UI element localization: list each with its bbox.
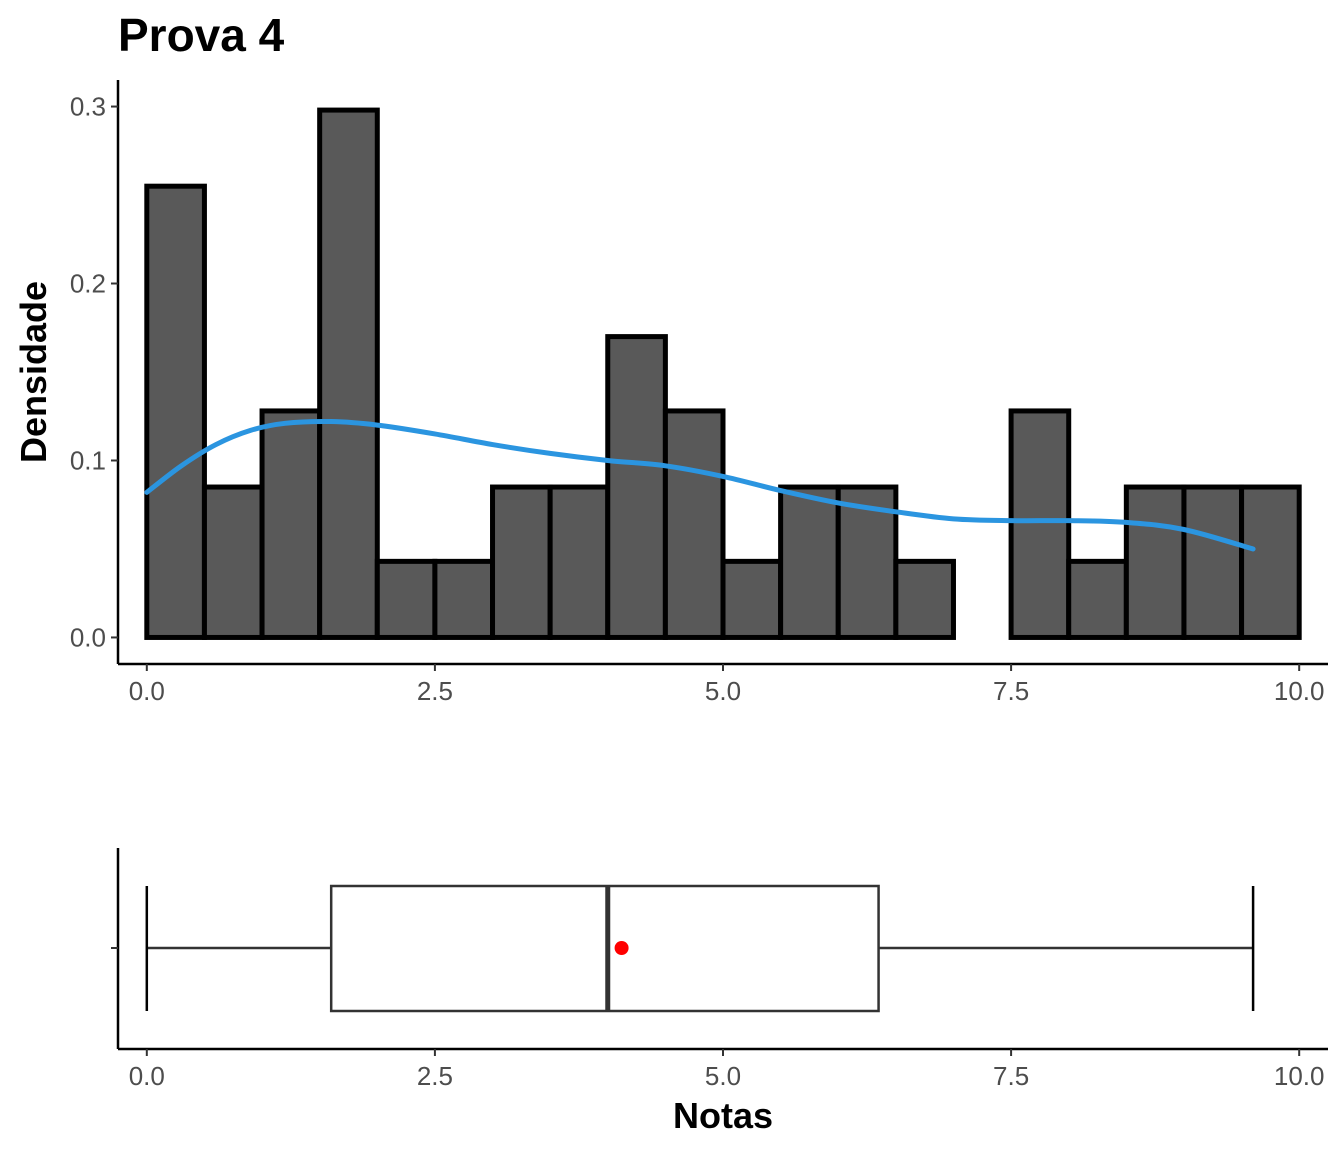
box-x-tick-label: 0.0: [129, 1061, 165, 1091]
histogram-bar: [778, 484, 841, 640]
histogram-bar: [201, 484, 265, 640]
x-tick-label: 2.5: [417, 676, 453, 706]
iqr-box: [329, 884, 880, 1013]
histogram-bar: [490, 484, 553, 640]
histogram-bar: [1181, 484, 1245, 640]
box-x-tick-label: 7.5: [993, 1061, 1029, 1091]
histogram-bar: [893, 558, 956, 640]
y-tick-label: 0.1: [70, 445, 106, 475]
histogram-bar: [720, 558, 784, 640]
x-tick-label: 7.5: [993, 676, 1029, 706]
histogram-bar: [1008, 408, 1072, 640]
x-axis-title: Notas: [673, 1095, 773, 1136]
chart-title: Prova 4: [118, 9, 285, 61]
box-x-tick-label: 10.0: [1274, 1061, 1325, 1091]
histogram-bar: [317, 107, 380, 640]
histogram-panel: 0.0 0.1 0.2 0.3 0.0 2.5 5.0 7.5 10.0: [70, 80, 1328, 706]
y-tick-label: 0.2: [70, 269, 106, 299]
histogram-bar: [605, 334, 668, 640]
histogram-bar: [259, 408, 323, 640]
x-tick-label: 10.0: [1274, 676, 1325, 706]
histogram-bar: [144, 183, 207, 640]
density-curve: [144, 418, 1256, 552]
histogram-bar: [432, 558, 496, 640]
x-tick-label: 5.0: [705, 676, 741, 706]
box-x-tick-label: 5.0: [705, 1061, 741, 1091]
histogram-bar: [1239, 484, 1302, 640]
boxplot-panel: 0.0 2.5 5.0 7.5 10.0: [111, 848, 1328, 1091]
histogram-bar: [1123, 484, 1187, 640]
x-tick-label: 0.0: [129, 676, 165, 706]
box-x-tick-label: 2.5: [417, 1061, 453, 1091]
y-axis-title: Densidade: [13, 281, 54, 463]
y-tick-label: 0.3: [70, 92, 106, 122]
y-tick-label: 0.0: [70, 622, 106, 652]
histogram-bar: [547, 484, 611, 640]
histogram-bar: [1066, 558, 1129, 640]
histogram-bar: [662, 408, 726, 640]
histogram-bar: [374, 558, 438, 640]
mean-point: [614, 941, 629, 955]
